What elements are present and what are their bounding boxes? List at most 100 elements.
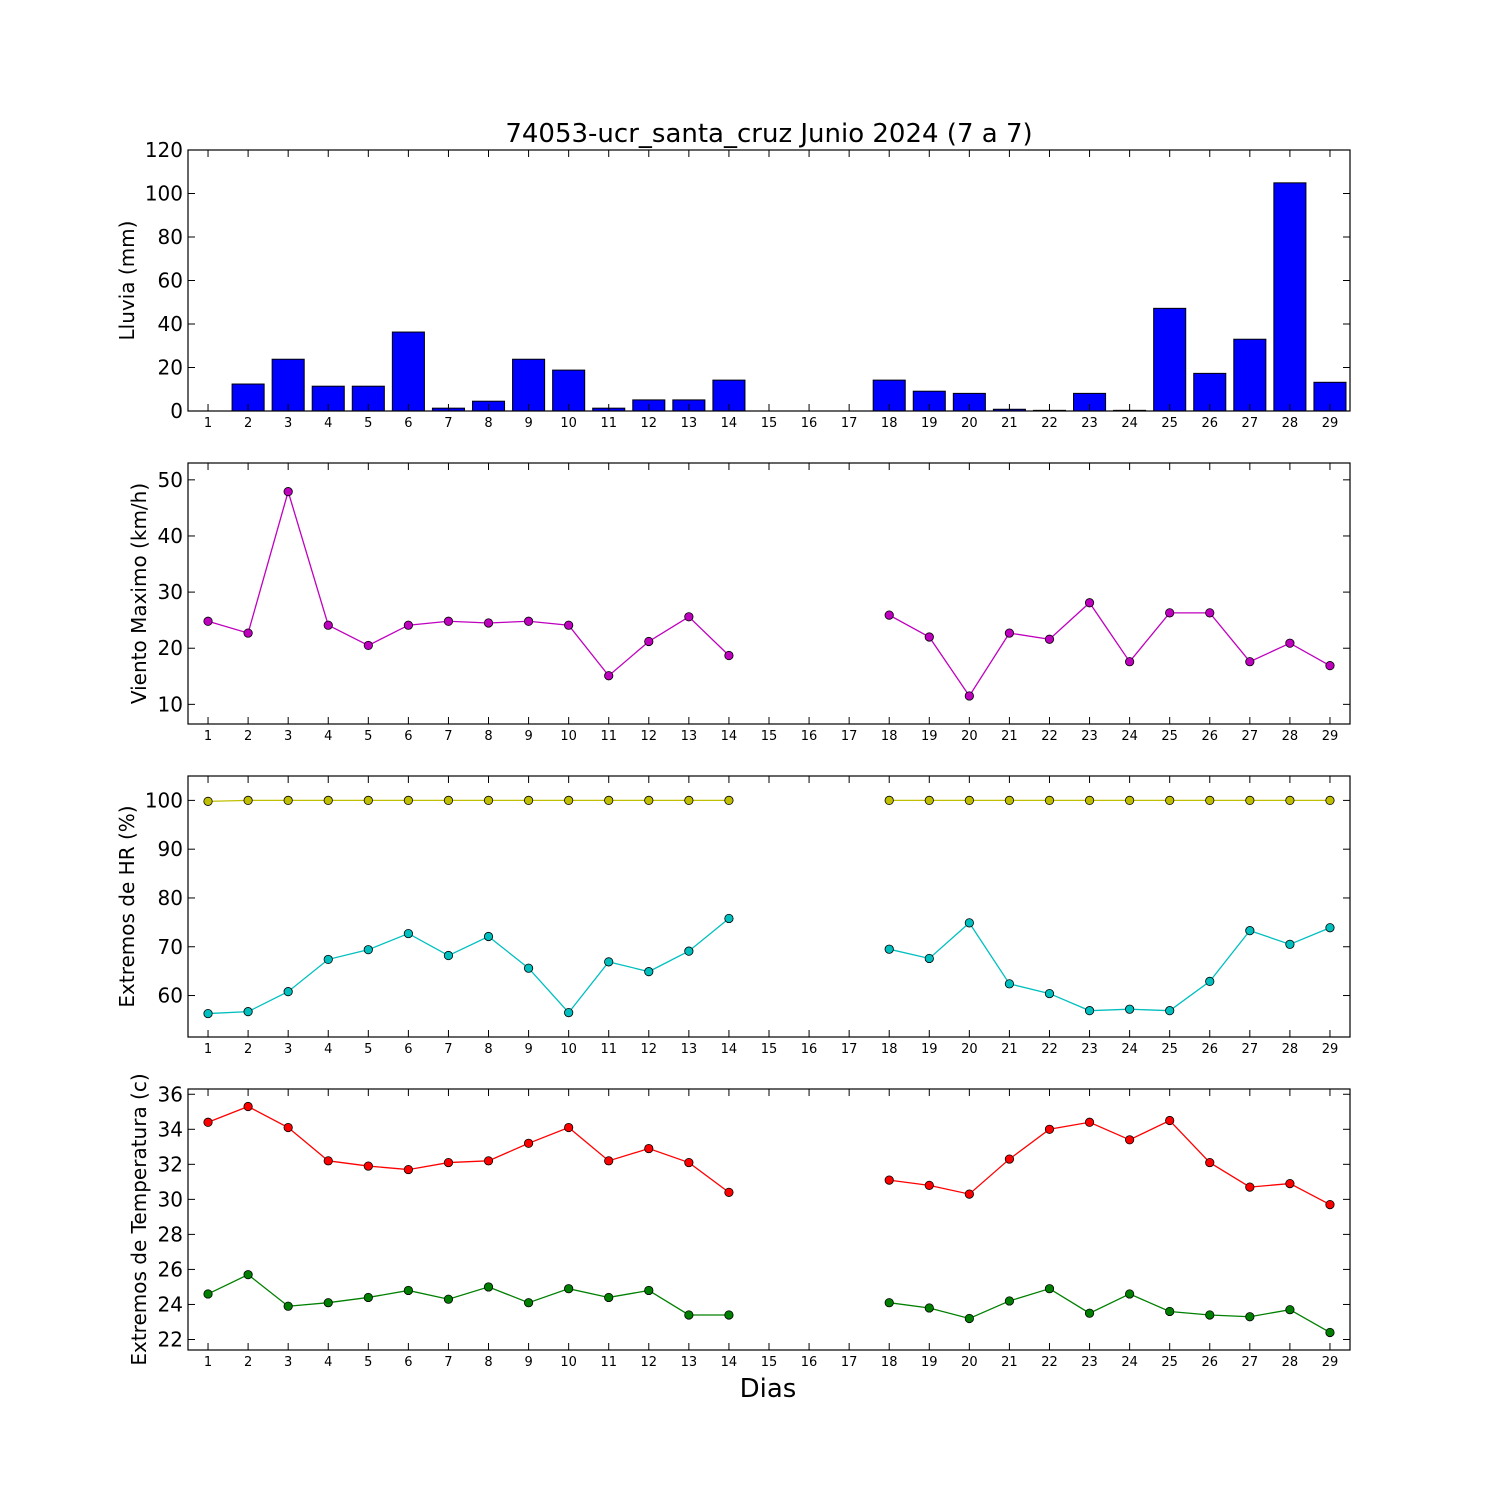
series-2-point-day-26	[1205, 1310, 1215, 1320]
x-tick-label: 20	[961, 729, 978, 744]
x-tick-label: 11	[600, 1355, 617, 1370]
series-1-point-day-9	[523, 616, 534, 626]
x-axis-label: Dias	[740, 1374, 797, 1404]
series-2-point-day-4	[323, 954, 333, 965]
x-tick-label: 8	[484, 1042, 492, 1057]
x-tick-label: 26	[1201, 416, 1218, 431]
x-tick-label: 12	[641, 1355, 658, 1370]
y-tick-label: 40	[158, 524, 183, 548]
series-1-point-day-24	[1125, 657, 1135, 667]
panel-1-y-axis-label: Lluvia (mm)	[115, 221, 139, 341]
x-tick-label: 4	[324, 1042, 332, 1057]
series-1-point-day-3	[283, 795, 293, 805]
series-2-point-day-8	[483, 931, 494, 942]
series-2-line	[889, 921, 1331, 1012]
series-1-point-day-18	[884, 795, 894, 805]
x-tick-label: 16	[801, 416, 818, 431]
series-1-point-day-11	[604, 1156, 614, 1166]
x-tick-label: 19	[921, 729, 938, 744]
x-tick-label: 5	[364, 1355, 372, 1370]
x-tick-label: 18	[881, 1042, 898, 1057]
series-1-point-day-24	[1125, 1135, 1135, 1145]
chart-title: 74053-ucr_santa_cruz Junio 2024 (7 a 7)	[505, 119, 1032, 149]
series-1-point-day-21	[1004, 795, 1015, 805]
x-tick-label: 19	[921, 1042, 938, 1057]
series-2-point-day-4	[323, 1298, 333, 1308]
series-1-point-day-27	[1245, 657, 1255, 667]
series-2-point-day-13	[684, 1310, 694, 1320]
x-tick-label: 15	[761, 1355, 778, 1370]
series-1-point-day-12	[644, 1143, 654, 1154]
series-1-point-day-8	[483, 1156, 494, 1166]
x-tick-label: 28	[1282, 1042, 1299, 1057]
y-tick-label: 30	[158, 580, 183, 604]
x-tick-label: 28	[1282, 1355, 1299, 1370]
series-2-point-day-1	[203, 1289, 213, 1299]
series-2-point-day-24	[1125, 1289, 1135, 1299]
series-2-point-day-22	[1044, 1284, 1055, 1294]
series-1-point-day-14	[724, 1187, 734, 1197]
series-2-point-day-9	[523, 963, 534, 973]
y-tick-label: 34	[158, 1117, 183, 1141]
x-tick-label: 17	[841, 1355, 858, 1370]
x-tick-label: 27	[1242, 1042, 1259, 1057]
series-1-point-day-22	[1044, 1124, 1055, 1134]
x-tick-label: 10	[560, 416, 577, 431]
x-tick-label: 17	[841, 729, 858, 744]
series-1-point-day-12	[644, 795, 654, 805]
y-tick-label: 0	[170, 399, 183, 423]
series-1-point-day-1	[203, 616, 213, 626]
series-1-point-day-1	[203, 1117, 213, 1127]
x-tick-label: 21	[1001, 729, 1018, 744]
series-1-point-day-13	[684, 612, 694, 622]
x-tick-label: 16	[801, 729, 818, 744]
x-tick-label: 14	[721, 416, 738, 431]
series-1-point-day-22	[1044, 795, 1055, 805]
x-tick-label: 24	[1121, 729, 1138, 744]
series-2-point-day-8	[483, 1282, 494, 1292]
series-2-point-day-6	[403, 928, 413, 939]
series-1-point-day-20	[964, 795, 974, 805]
rain-bar-day-6	[391, 331, 425, 412]
series-1-point-day-2	[243, 1101, 253, 1112]
series-2-point-day-1	[203, 1008, 213, 1019]
x-tick-label: 10	[560, 1042, 577, 1057]
x-tick-label: 5	[364, 1042, 372, 1057]
series-1-point-day-28	[1285, 795, 1295, 805]
y-tick-label: 80	[158, 886, 183, 910]
series-1-point-day-10	[564, 1122, 574, 1133]
x-tick-label: 2	[244, 1355, 252, 1370]
x-tick-label: 6	[404, 1042, 412, 1057]
x-tick-label: 5	[364, 729, 372, 744]
x-tick-label: 29	[1322, 729, 1339, 744]
series-2-point-day-3	[283, 987, 293, 997]
series-2-point-day-24	[1125, 1004, 1135, 1014]
series-2-point-day-2	[243, 1007, 253, 1017]
rain-bar-day-18	[872, 379, 906, 412]
y-tick-label: 36	[158, 1082, 183, 1106]
x-tick-label: 27	[1242, 729, 1259, 744]
y-tick-label: 120	[145, 138, 183, 162]
series-2-point-day-12	[644, 967, 654, 977]
x-tick-label: 14	[721, 729, 738, 744]
x-tick-label: 12	[641, 1042, 658, 1057]
y-tick-label: 50	[158, 468, 183, 492]
x-tick-label: 4	[324, 416, 332, 431]
x-tick-label: 20	[961, 1042, 978, 1057]
series-2-point-day-26	[1205, 976, 1215, 986]
series-2-point-day-19	[924, 953, 934, 964]
x-tick-label: 26	[1201, 1042, 1218, 1057]
x-tick-label: 22	[1041, 416, 1058, 431]
y-tick-label: 60	[158, 984, 183, 1008]
x-tick-label: 3	[284, 729, 292, 744]
series-2-point-day-29	[1325, 1327, 1335, 1338]
series-1-point-day-8	[483, 618, 494, 628]
x-tick-label: 3	[284, 1042, 292, 1057]
x-tick-label: 25	[1161, 729, 1178, 744]
x-tick-label: 14	[721, 1042, 738, 1057]
series-2-point-day-21	[1004, 1296, 1015, 1306]
series-1-point-day-7	[443, 616, 454, 626]
series-2-point-day-5	[363, 945, 373, 955]
x-tick-label: 20	[961, 416, 978, 431]
series-2-point-day-11	[604, 957, 614, 967]
